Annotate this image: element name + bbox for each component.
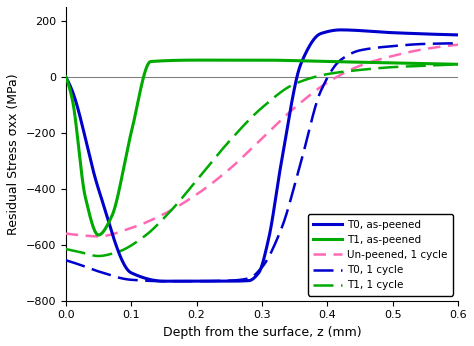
- T1, 1 cycle: [96, 254, 101, 258]
- T1, 1 cycle: [456, 62, 461, 66]
- Un-peened, 1 cycle: [313, 88, 319, 92]
- Line: T1, 1 cycle: T1, 1 cycle: [66, 64, 458, 256]
- Un-peened, 1 cycle: [87, 234, 92, 238]
- T0, 1 cycle: [63, 258, 69, 262]
- T0, 1 cycle: [87, 266, 92, 271]
- T1, as-peened: [302, 59, 308, 63]
- T0, 1 cycle: [456, 41, 461, 45]
- T0, as-peened: [337, 28, 343, 32]
- X-axis label: Depth from the surface, z (mm): Depth from the surface, z (mm): [163, 326, 361, 339]
- Un-peened, 1 cycle: [95, 234, 101, 238]
- T0, as-peened: [362, 29, 367, 33]
- T1, as-peened: [314, 59, 319, 63]
- T1, 1 cycle: [313, 74, 319, 79]
- T1, as-peened: [96, 233, 101, 237]
- T0, as-peened: [313, 35, 319, 39]
- Line: T0, 1 cycle: T0, 1 cycle: [66, 43, 458, 281]
- T0, as-peened: [402, 31, 408, 35]
- T1, as-peened: [292, 58, 298, 63]
- T1, 1 cycle: [87, 253, 92, 257]
- Legend: T0, as-peened, T1, as-peened, Un-peened, 1 cycle, T0, 1 cycle, T1, 1 cycle: T0, as-peened, T1, as-peened, Un-peened,…: [308, 214, 453, 295]
- T0, 1 cycle: [401, 43, 407, 47]
- Un-peened, 1 cycle: [301, 97, 307, 101]
- Un-peened, 1 cycle: [361, 62, 367, 66]
- T1, as-peened: [194, 58, 200, 62]
- T1, 1 cycle: [361, 67, 367, 72]
- T0, as-peened: [292, 88, 297, 92]
- Un-peened, 1 cycle: [292, 106, 297, 110]
- Un-peened, 1 cycle: [63, 231, 69, 236]
- T1, 1 cycle: [401, 64, 407, 69]
- T0, as-peened: [301, 54, 307, 58]
- T0, as-peened: [87, 155, 92, 159]
- T0, 1 cycle: [361, 47, 367, 52]
- Line: T0, as-peened: T0, as-peened: [66, 30, 458, 281]
- T1, as-peened: [456, 62, 461, 66]
- Un-peened, 1 cycle: [456, 43, 461, 47]
- T1, as-peened: [362, 60, 367, 64]
- T0, 1 cycle: [292, 185, 297, 189]
- Line: T1, as-peened: T1, as-peened: [66, 60, 458, 235]
- Y-axis label: Residual Stress σxx (MPa): Residual Stress σxx (MPa): [7, 73, 20, 235]
- T0, as-peened: [456, 33, 461, 37]
- Line: Un-peened, 1 cycle: Un-peened, 1 cycle: [66, 45, 458, 236]
- T1, as-peened: [63, 75, 69, 79]
- T0, 1 cycle: [313, 101, 319, 106]
- T1, as-peened: [402, 61, 408, 65]
- T0, 1 cycle: [161, 279, 167, 283]
- Un-peened, 1 cycle: [401, 51, 407, 55]
- T1, 1 cycle: [301, 78, 307, 82]
- T1, 1 cycle: [292, 82, 297, 86]
- T0, 1 cycle: [301, 147, 307, 151]
- T1, as-peened: [87, 213, 92, 218]
- T1, 1 cycle: [63, 247, 69, 251]
- T0, as-peened: [63, 75, 69, 79]
- T0, as-peened: [161, 279, 167, 283]
